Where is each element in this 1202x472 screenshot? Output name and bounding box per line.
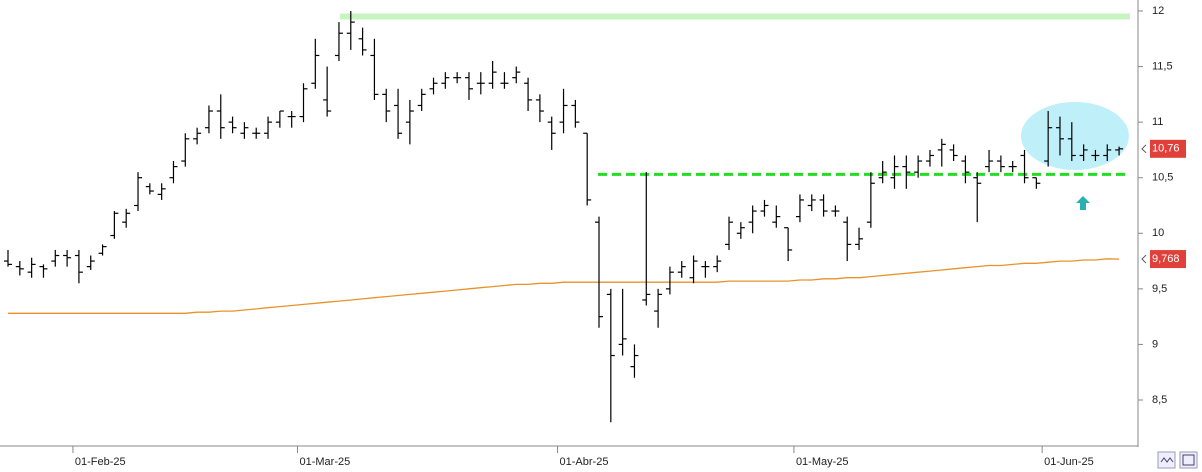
x-tick-label: 01-Abr-25 bbox=[560, 456, 609, 468]
button-icon bbox=[1160, 457, 1174, 463]
y-tick-label: 12 bbox=[1152, 5, 1164, 17]
scroll-button[interactable] bbox=[1157, 451, 1176, 469]
price-tag-label: 9,768 bbox=[1152, 253, 1180, 265]
price-tag-pointer bbox=[1141, 254, 1147, 264]
up-arrow bbox=[1076, 196, 1090, 210]
price-tag-pointer bbox=[1141, 144, 1147, 154]
y-tick-label: 10,5 bbox=[1152, 172, 1173, 184]
moving-average bbox=[8, 258, 1120, 314]
y-tick-label: 9 bbox=[1152, 338, 1158, 350]
price-tag-label: 10,76 bbox=[1152, 143, 1180, 155]
plot-area bbox=[4, 11, 1130, 423]
y-tick-label: 10 bbox=[1152, 227, 1164, 239]
x-tick-label: 01-Feb-25 bbox=[75, 456, 126, 468]
highlight-ellipse bbox=[1021, 102, 1129, 170]
x-tick-label: 01-Mar-25 bbox=[300, 456, 351, 468]
save-button[interactable] bbox=[1179, 451, 1198, 469]
button-icon bbox=[1182, 454, 1195, 466]
x-tick-label: 01-May-25 bbox=[796, 456, 849, 468]
price-tag bbox=[1150, 250, 1186, 269]
y-tick-label: 9,5 bbox=[1152, 283, 1167, 295]
y-tick-label: 11 bbox=[1152, 116, 1163, 128]
price-tag bbox=[1150, 139, 1186, 158]
y-tick-label: 11,5 bbox=[1152, 60, 1173, 72]
y-tick-label: 8,5 bbox=[1152, 394, 1167, 406]
x-tick-label: 01-Jun-25 bbox=[1044, 456, 1094, 468]
